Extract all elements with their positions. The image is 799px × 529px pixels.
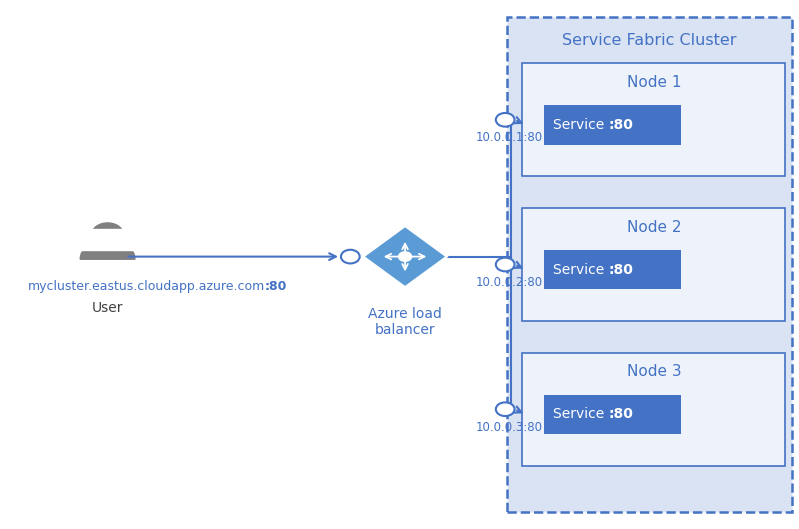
Text: :80: :80 [609,407,634,422]
Text: Node 3: Node 3 [626,364,682,379]
Text: :80: :80 [609,263,634,277]
FancyBboxPatch shape [544,250,681,289]
FancyBboxPatch shape [507,17,792,512]
FancyBboxPatch shape [523,63,785,176]
Text: :80: :80 [265,280,288,293]
Bar [72,229,144,250]
Text: mycluster.eastus.cloudapp.azure.com: mycluster.eastus.cloudapp.azure.com [28,280,265,293]
Text: Service: Service [553,407,609,422]
FancyBboxPatch shape [523,353,785,466]
Circle shape [496,258,515,271]
Wedge shape [80,239,135,259]
Text: Service: Service [553,118,609,132]
FancyBboxPatch shape [523,208,785,321]
Circle shape [399,252,411,261]
Circle shape [341,250,360,263]
Text: Node 1: Node 1 [626,75,682,90]
Text: Node 2: Node 2 [626,220,682,234]
Circle shape [496,403,515,416]
Text: 10.0.0.3:80: 10.0.0.3:80 [475,421,543,434]
Text: :80: :80 [609,118,634,132]
FancyBboxPatch shape [544,395,681,434]
Text: Azure load
balancer: Azure load balancer [368,307,442,338]
Circle shape [496,113,515,126]
Text: Service Fabric Cluster: Service Fabric Cluster [562,33,737,48]
Text: 10.0.0.2:80: 10.0.0.2:80 [475,276,543,289]
Text: Service: Service [553,263,609,277]
Text: User: User [92,302,123,315]
Text: 10.0.0.1:80: 10.0.0.1:80 [475,131,543,144]
Polygon shape [364,226,447,287]
FancyBboxPatch shape [544,105,681,145]
Circle shape [92,223,123,246]
